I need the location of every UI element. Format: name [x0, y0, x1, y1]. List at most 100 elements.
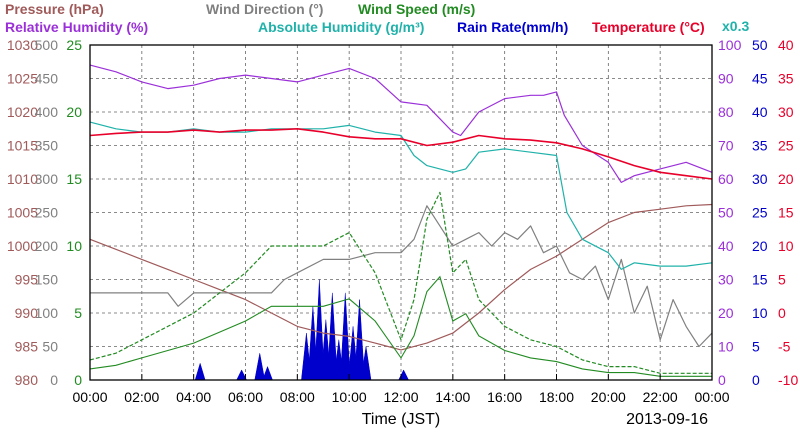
series-line-temperature: [89, 128, 713, 180]
left-tick-label: 995: [15, 272, 39, 288]
right-tick-label: 35: [752, 138, 768, 154]
right-tick-label: 80: [718, 104, 734, 120]
legend-item: Rain Rate(mm/h): [457, 19, 568, 35]
x-tick-label: 02:00: [124, 389, 159, 405]
right-tick-label: 50: [718, 205, 734, 221]
left-tick-label: 1005: [7, 205, 38, 221]
left-tick-label: 985: [15, 339, 39, 355]
left-tick-label: 1020: [7, 104, 38, 120]
right-tick-label: 0: [778, 305, 786, 321]
right-tick-label: -10: [778, 372, 798, 388]
rain-spike: [398, 369, 409, 381]
x-tick-label: 14:00: [435, 389, 470, 405]
right-tick-label: 25: [778, 138, 794, 154]
right-tick-label: 90: [718, 71, 734, 87]
right-tick-label: 10: [778, 238, 794, 254]
right-tick-label: 50: [752, 37, 768, 53]
right-tick-label: 5: [752, 339, 760, 355]
legend-item: Relative Humidity (%): [5, 19, 148, 35]
left-tick-label: 10: [66, 238, 82, 254]
right-tick-label: 15: [752, 272, 768, 288]
right-tick-label: 40: [752, 104, 768, 120]
legend-item: Absolute Humidity (g/m³): [258, 19, 424, 35]
left-tick-label: 450: [35, 71, 59, 87]
series-line-wind-direction: [90, 205, 713, 348]
left-tick-label: 350: [35, 138, 59, 154]
x-tick-label: 12:00: [383, 389, 418, 405]
legend-item: Pressure (hPa): [5, 1, 104, 17]
left-tick-label: 150: [35, 272, 59, 288]
left-tick-label: 20: [66, 104, 82, 120]
left-tick-label: 300: [35, 171, 59, 187]
left-tick-label: 15: [66, 171, 82, 187]
left-tick-label: 1010: [7, 171, 38, 187]
left-tick-label: 1015: [7, 138, 38, 154]
x-tick-label: 06:00: [228, 389, 263, 405]
rain-spike: [194, 362, 206, 381]
right-axes: 1009080706050403020100504540353025201510…: [718, 37, 798, 388]
x-tick-label: 22:00: [643, 389, 678, 405]
right-tick-label: 35: [778, 71, 794, 87]
right-tick-label: 45: [752, 71, 768, 87]
right-tick-label: 100: [718, 37, 742, 53]
left-axes: 1030102510201015101010051000995990985980…: [7, 37, 82, 388]
right-tick-label: 15: [778, 205, 794, 221]
left-tick-label: 1030: [7, 37, 38, 53]
left-tick-label: 100: [35, 305, 59, 321]
left-tick-label: 0: [50, 372, 58, 388]
left-tick-label: 400: [35, 104, 59, 120]
x-tick-label: 04:00: [176, 389, 211, 405]
x-tick-label: 16:00: [487, 389, 522, 405]
left-tick-label: 1025: [7, 71, 38, 87]
rain-spike: [262, 365, 273, 381]
left-tick-label: 50: [42, 339, 58, 355]
x-tick-label: 10:00: [332, 389, 367, 405]
x-tick-label: 00:00: [694, 389, 729, 405]
right-tick-label: 40: [718, 238, 734, 254]
x-axis-title: Time (JST): [362, 411, 441, 428]
grid: [90, 45, 712, 380]
series-line-wind-speed-avg: [89, 275, 712, 377]
right-tick-label: 25: [752, 205, 768, 221]
legend-item: Wind Speed (m/s): [358, 1, 475, 17]
right-tick-label: 30: [718, 272, 734, 288]
left-tick-label: 200: [35, 238, 59, 254]
right-tick-label: 30: [778, 104, 794, 120]
right-tick-label: 70: [718, 138, 734, 154]
left-tick-label: 1000: [7, 238, 38, 254]
left-tick-label: 25: [66, 37, 82, 53]
right-tick-label: 60: [718, 171, 734, 187]
right-tick-label: 0: [752, 372, 760, 388]
right-tick-label: 20: [778, 171, 794, 187]
left-tick-label: 990: [15, 305, 39, 321]
right-tick-label: 20: [752, 238, 768, 254]
left-tick-label: 250: [35, 205, 59, 221]
legend-item: Temperature (°C): [592, 19, 705, 35]
series-line-relative-humidity: [89, 64, 713, 183]
legend: Pressure (hPa) Wind Direction (°) Wind Spe…: [5, 1, 749, 35]
left-tick-label: 0: [74, 372, 82, 388]
right-tick-label: 10: [718, 339, 734, 355]
series-line-wind-speed: [89, 191, 712, 374]
right-tick-label: 20: [718, 305, 734, 321]
series-line-pressure: [89, 203, 713, 351]
right-tick-label: 0: [718, 372, 726, 388]
left-tick-label: 980: [15, 372, 39, 388]
x-tick-label: 18:00: [539, 389, 574, 405]
x-tick-label: 08:00: [280, 389, 315, 405]
left-tick-label: 5: [74, 305, 82, 321]
x-axis: 00:00 02:00 04:00 06:00 08:00 10:00 12:00 14:00…: [72, 374, 730, 405]
legend-multiplier: x0.3: [722, 18, 749, 34]
x-tick-label: 20:00: [591, 389, 626, 405]
right-tick-label: 30: [752, 171, 768, 187]
legend-item: Wind Direction (°): [206, 1, 323, 17]
x-tick-label: 00:00: [72, 389, 107, 405]
right-tick-label: 10: [752, 305, 768, 321]
right-tick-label: 5: [778, 272, 786, 288]
right-tick-label: -5: [778, 339, 791, 355]
right-tick-label: 40: [778, 37, 794, 53]
rain-spike: [254, 353, 266, 381]
date-label: 2013-09-16: [626, 411, 708, 428]
left-tick-label: 500: [35, 37, 59, 53]
